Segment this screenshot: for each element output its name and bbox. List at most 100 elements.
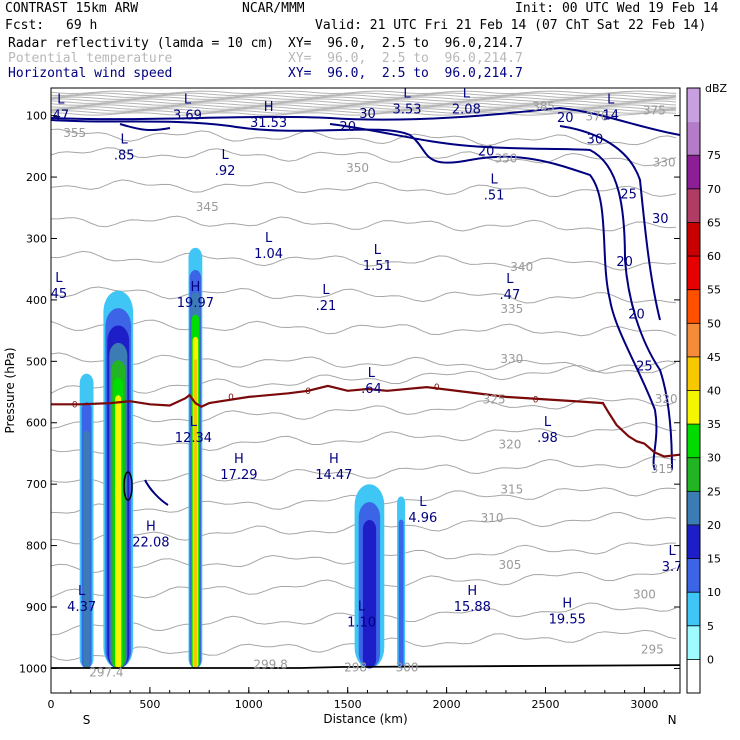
theta-label: 370: [585, 110, 608, 124]
wind-label: 30: [652, 212, 669, 227]
theta-line: [51, 215, 677, 232]
extremum-kind: H: [562, 596, 572, 611]
colorbar-swatch: [687, 625, 700, 660]
theta-label: 375: [643, 103, 666, 117]
theta-contours: [51, 90, 677, 662]
colorbar-label: 25: [707, 485, 721, 498]
theta-line: [51, 90, 677, 95]
y-tick-label: 100: [26, 110, 47, 123]
colorbar-swatch: [687, 88, 700, 123]
extremum-value: 3.53: [393, 102, 422, 117]
theta-line: [51, 147, 677, 167]
theta-line: [51, 179, 677, 198]
theta-line: [51, 110, 677, 114]
theta-label: 330: [653, 156, 676, 170]
colorbar-label: 10: [707, 586, 721, 599]
colorbar-swatch: [687, 256, 700, 291]
extremum-kind: L: [184, 93, 192, 108]
x-axis-label: Distance (km): [323, 712, 407, 726]
colorbar-swatch: [687, 222, 700, 257]
extremum-kind: L: [221, 148, 229, 163]
y-tick-label: 900: [26, 601, 47, 614]
extremum-kind: L: [490, 172, 498, 187]
colorbar-swatch: [687, 457, 700, 492]
theta-label: 305: [498, 558, 521, 572]
reflectivity-cell: [79, 373, 94, 669]
extremum-value: .92: [215, 164, 236, 179]
colorbar-label: 65: [707, 216, 721, 229]
extremum-kind: L: [368, 366, 376, 381]
extremum-kind: H: [329, 452, 339, 467]
colorbar-label: 5: [707, 620, 714, 633]
x-tick-label: 0: [48, 698, 55, 711]
theta-label: 350: [494, 151, 517, 165]
reflectivity-cell: [397, 496, 405, 669]
extremum-kind: L: [121, 133, 129, 148]
theta-label: 315: [651, 462, 674, 476]
south-label: S: [83, 713, 91, 727]
theta-label: 385: [532, 100, 555, 114]
field-1-name: Radar reflectivity (lamda = 10 cm): [8, 36, 275, 51]
theta-line: [51, 96, 677, 100]
extremum-value: 2.08: [452, 102, 481, 117]
y-tick-label: 300: [26, 232, 47, 245]
colorbar-label: 60: [707, 250, 721, 263]
reflectivity-cell: [354, 484, 385, 669]
extremum-kind: L: [78, 584, 86, 599]
theta-label: 315: [500, 482, 523, 496]
freezing-level-label: 0: [72, 400, 78, 410]
reflectivity-band: [193, 359, 198, 669]
colorbar-swatch: [687, 390, 700, 425]
extremum-kind: L: [544, 415, 552, 430]
colorbar-label: 15: [707, 553, 721, 566]
extremum-value: 1.04: [254, 247, 283, 262]
colorbar-label: 30: [707, 452, 721, 465]
extremum-kind: L: [506, 272, 514, 287]
freezing-level-label: 0: [533, 395, 539, 405]
colorbar-label: 50: [707, 317, 721, 330]
theta-label: 340: [510, 260, 533, 274]
theta-line: [51, 319, 677, 337]
colorbar-label: 0: [707, 653, 714, 666]
theta-label: 297.4: [89, 665, 123, 679]
extremum-value: .64: [361, 382, 382, 397]
init-time: Init: 00 UTC Wed 19 Feb 14: [515, 1, 719, 16]
y-tick-label: 400: [26, 294, 47, 307]
reflectivity-band: [398, 519, 404, 669]
colorbar-label: 40: [707, 385, 721, 398]
extremum-kind: L: [463, 86, 471, 101]
theta-label: 299.8: [253, 657, 287, 671]
colorbar-swatch: [687, 356, 700, 391]
freezing-level-label: 0: [434, 383, 440, 393]
fcst-label: Fcst:: [5, 18, 45, 33]
colorbar-swatch: [687, 524, 700, 559]
model-title: CONTRAST 15km ARW: [5, 1, 139, 16]
wind-label: 20: [478, 145, 495, 160]
extremum-value: 14.47: [315, 468, 352, 483]
field-3-name: Horizontal wind speed: [8, 66, 173, 81]
theta-label: 298: [344, 661, 367, 675]
extremum-value: .51: [484, 188, 505, 203]
theta-label: 300: [396, 661, 419, 675]
theta-label: 325: [483, 393, 506, 407]
theta-line: [51, 362, 677, 394]
theta-label: 355: [63, 126, 86, 140]
colorbar-label: 55: [707, 284, 721, 297]
colorbar-swatch: [687, 188, 700, 223]
extremum-value: 1.51: [363, 259, 392, 274]
north-label: N: [668, 713, 677, 727]
extremum-value: 4.96: [408, 511, 437, 526]
theta-label: 320: [498, 438, 521, 452]
y-tick-label: 700: [26, 478, 47, 491]
wind-line: [51, 119, 658, 471]
extremum-kind: L: [668, 544, 676, 559]
y-axis-label: Pressure (hPa): [3, 347, 17, 433]
colorbar-swatch: [687, 155, 700, 190]
extremum-value: 14: [602, 109, 619, 124]
org-label: NCAR/MMM: [242, 1, 305, 16]
wind-line: [51, 106, 680, 136]
theta-line: [51, 352, 677, 373]
field-3-xy: XY= 96.0, 2.5 to 96.0,214.7: [288, 66, 523, 81]
reflectivity-cell: [103, 290, 134, 669]
extremum-kind: H: [467, 584, 477, 599]
